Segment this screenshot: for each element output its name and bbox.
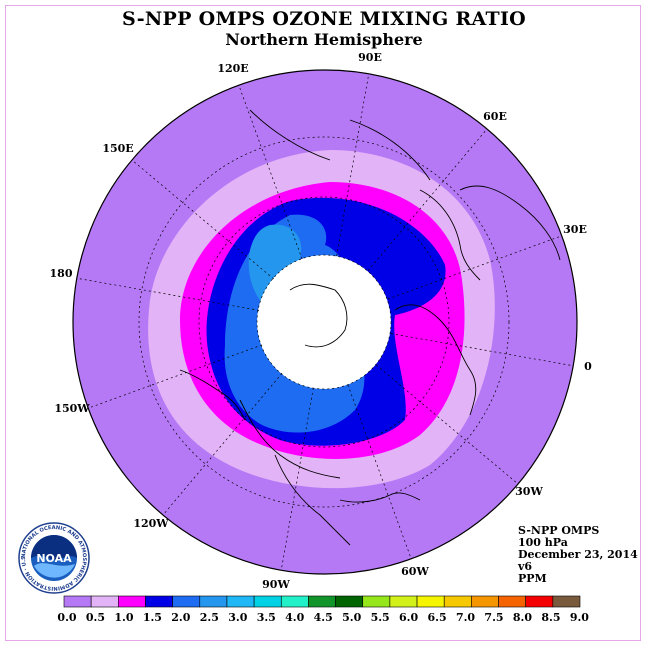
longitude-labels: 90E 60E 30E 0 30W 60W 90W 120W 150W 180 150E 120E <box>50 51 593 591</box>
colorbar-swatch <box>145 595 173 608</box>
colorbar-tick-label: 0.0 <box>57 611 76 624</box>
noaa-logo: NATIONAL OCEANIC AND ATMOSPHERIC ADMINIS… <box>18 522 90 594</box>
info-instrument: S-NPP OMPS <box>518 524 600 537</box>
colorbar-swatch <box>308 595 336 608</box>
meridian-line <box>280 387 314 571</box>
colorbar-tick-label: 1.5 <box>143 611 162 624</box>
colorbar-tick-label: 4.5 <box>314 611 333 624</box>
colorbar-swatch <box>226 595 255 608</box>
colorbar-swatch <box>118 595 146 608</box>
colorbar-swatch <box>172 595 201 608</box>
colorbar-swatch <box>253 595 282 608</box>
colorbar-swatch <box>199 595 228 608</box>
colorbar-swatch <box>416 595 445 608</box>
colorbar-tick-label: 4.0 <box>285 611 304 624</box>
colorbar-swatch <box>498 595 526 608</box>
colorbar-tick-label: 6.5 <box>427 611 446 624</box>
colorbar-swatch <box>552 595 581 608</box>
colorbar-tick-label: 7.5 <box>484 611 503 624</box>
info-units: PPM <box>518 572 547 585</box>
colorbar-swatch <box>443 595 472 608</box>
colorbar-tick-label: 1.0 <box>114 611 133 624</box>
longitude-label: 60W <box>401 565 429 578</box>
colorbar-tick-label: 6.0 <box>399 611 418 624</box>
info-date: December 23, 2014 <box>518 548 638 561</box>
colorbar-tick-label: 2.0 <box>171 611 190 624</box>
longitude-label: 30E <box>563 223 587 236</box>
meridian-line <box>390 333 574 367</box>
map-boundary <box>72 69 578 575</box>
noaa-logo-text: NOAA <box>36 552 72 565</box>
longitude-label: 0 <box>584 360 592 373</box>
longitude-label: 150E <box>102 142 133 155</box>
colorbar-tick-label: 9.0 <box>570 611 589 624</box>
colorbar-swatch <box>63 595 92 608</box>
colorbar-tick-label: 3.5 <box>257 611 276 624</box>
meridian-line <box>367 128 488 271</box>
longitude-label: 90E <box>358 51 382 64</box>
latitude-gridlines <box>138 136 510 508</box>
longitude-label: 150W <box>54 402 90 415</box>
colorbar-swatch <box>362 595 391 608</box>
colorbar-tick-label: 2.5 <box>200 611 219 624</box>
meridian-line <box>131 159 274 280</box>
no-data-polar-cap <box>257 255 391 389</box>
colorbar-swatch <box>389 595 418 608</box>
meridian-line <box>88 344 263 409</box>
info-version: v6 <box>518 560 533 573</box>
colorbar-swatch <box>525 595 554 608</box>
longitude-gridlines <box>76 73 574 571</box>
coastlines <box>179 109 561 546</box>
colorbar-tick-label: 8.5 <box>541 611 560 624</box>
longitude-label: 120E <box>217 62 248 75</box>
meridian-line <box>238 85 303 260</box>
colorbar-tick-label: 8.0 <box>513 611 532 624</box>
colorbar-tick-label: 3.0 <box>228 611 247 624</box>
longitude-label: 30W <box>515 485 543 498</box>
colorbar-tick-label: 5.5 <box>371 611 390 624</box>
colorbar-swatch <box>280 595 309 608</box>
info-level: 100 hPa <box>518 536 568 549</box>
longitude-label: 90W <box>262 578 290 591</box>
longitude-label: 120W <box>133 517 169 530</box>
info-block: S-NPP OMPS 100 hPa December 23, 2014 v6 … <box>518 525 638 585</box>
meridian-line <box>162 373 283 516</box>
colorbar-tick-label: 0.5 <box>86 611 105 624</box>
longitude-label: 180 <box>50 267 73 280</box>
colorbar-tick-label: 5.0 <box>342 611 361 624</box>
colorbar-swatch <box>90 595 119 608</box>
meridian-line <box>387 235 562 300</box>
colorbar-swatch <box>335 595 364 608</box>
figure-frame <box>5 5 641 641</box>
meridian-line <box>376 364 519 485</box>
longitude-label: 60E <box>483 110 507 123</box>
meridian-line <box>76 277 260 311</box>
meridian-line <box>336 73 370 257</box>
meridian-line <box>347 384 412 559</box>
map-subtitle: Northern Hemisphere <box>225 30 423 49</box>
colorbar-swatch <box>471 595 499 608</box>
map-title: S-NPP OMPS OZONE MIXING RATIO <box>121 8 527 30</box>
colorbar-tick-label: 7.0 <box>456 611 475 624</box>
